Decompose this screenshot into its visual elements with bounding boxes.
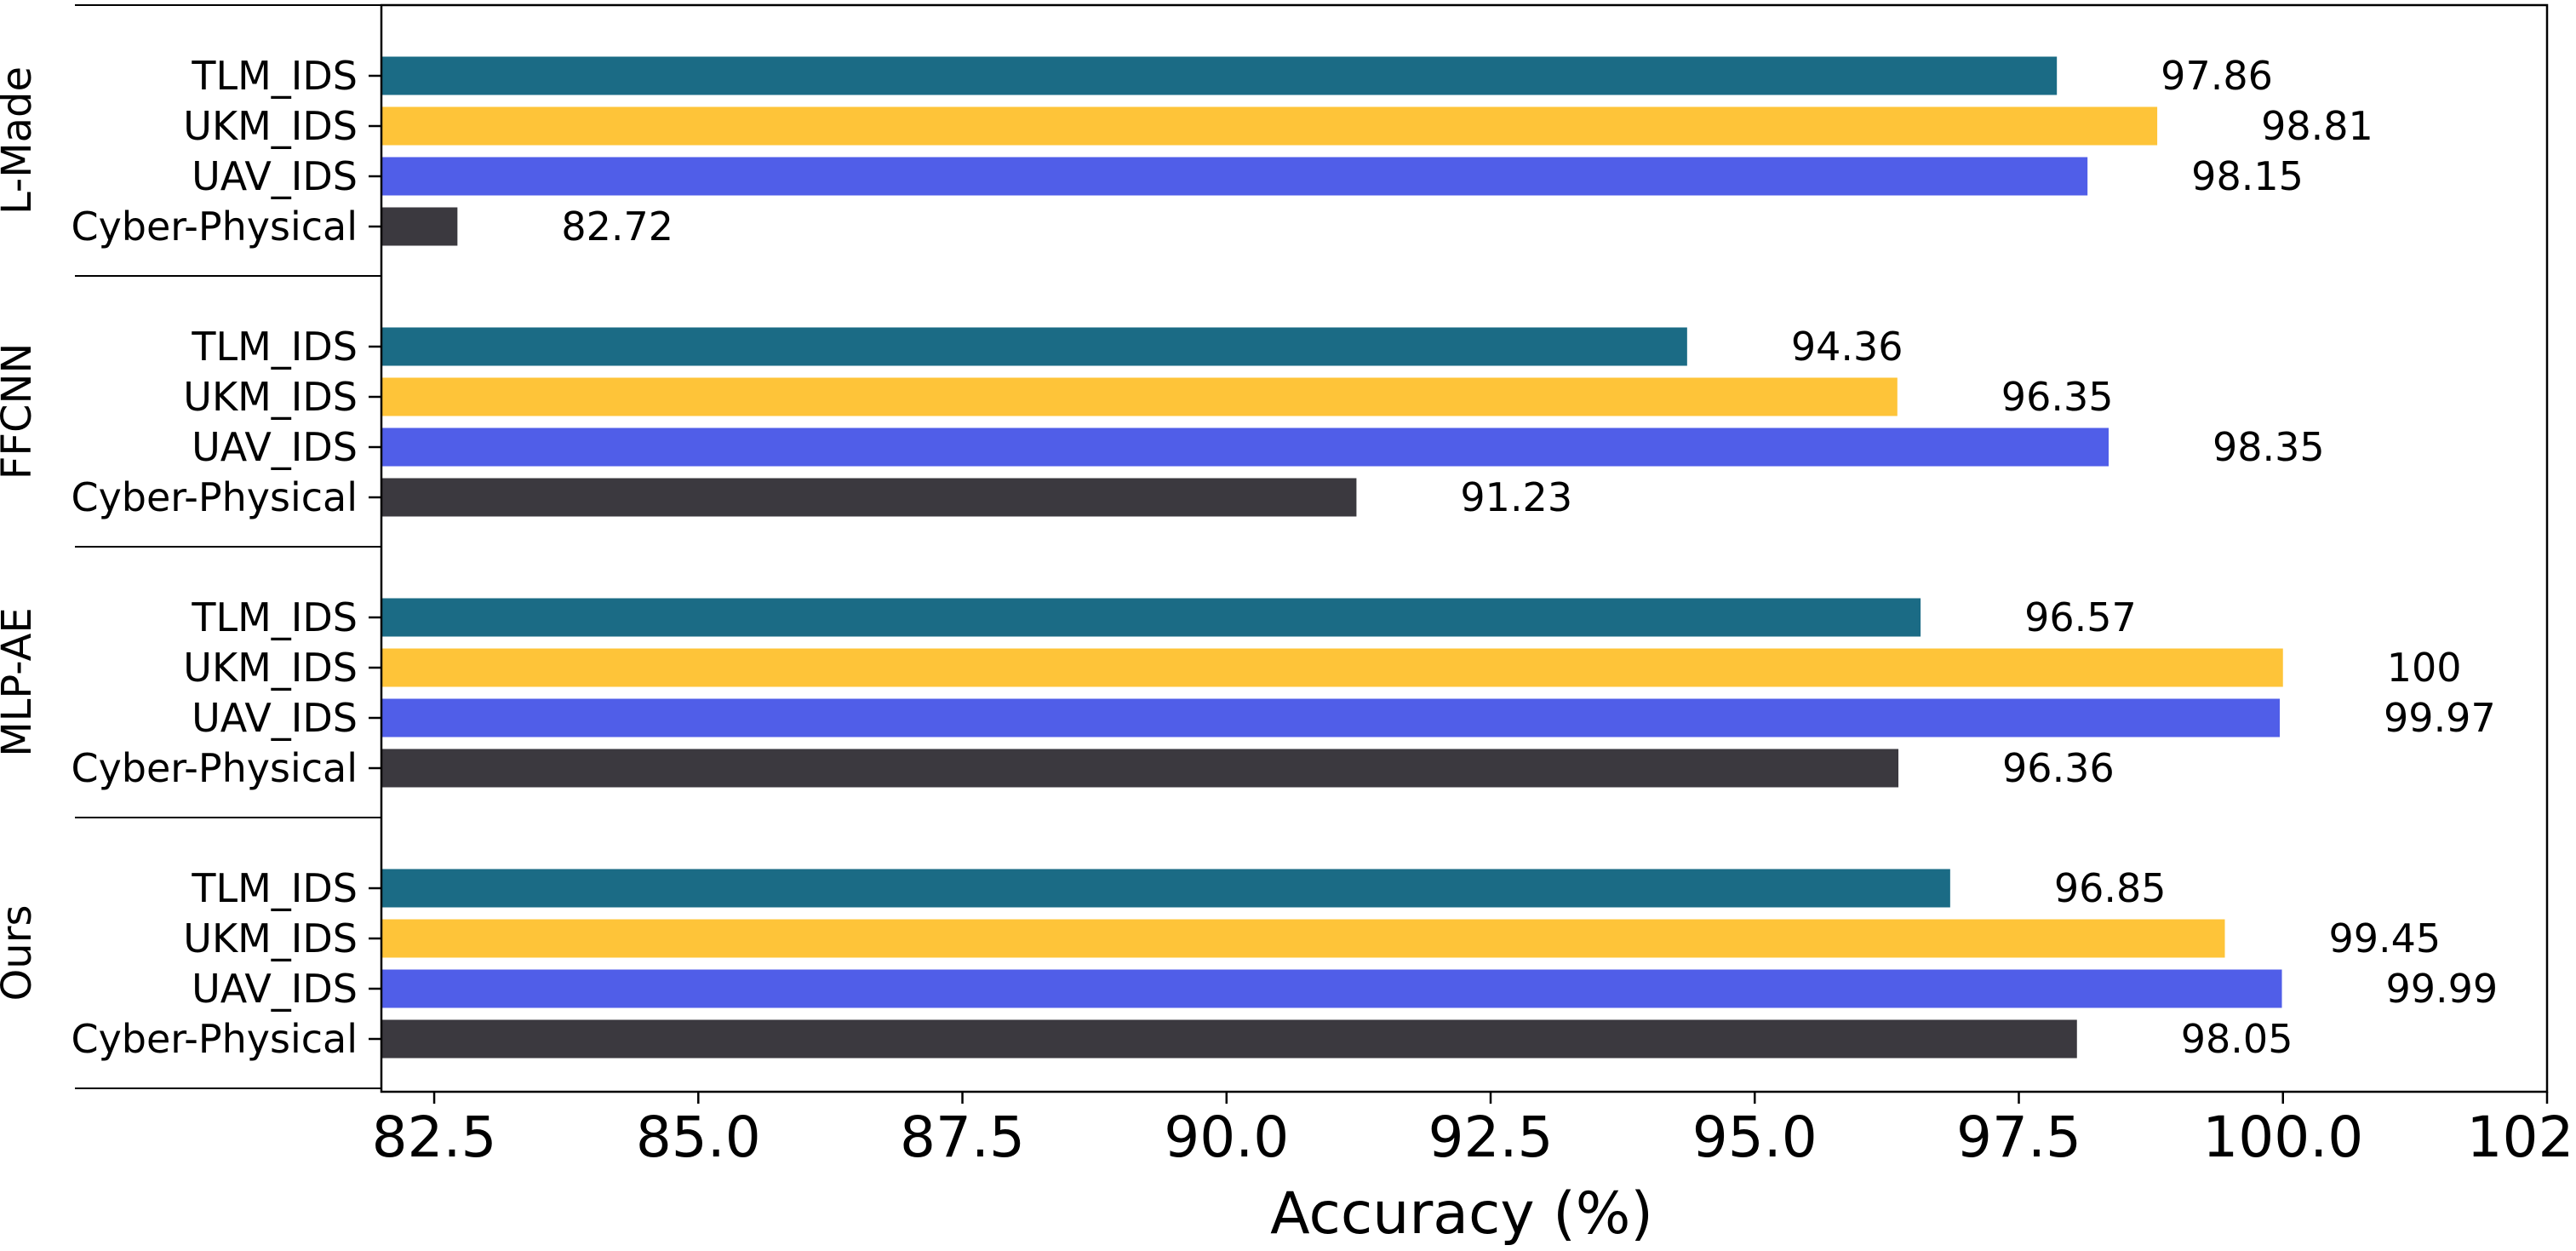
group-label-ours: Ours	[0, 905, 41, 1001]
y-tick-label-l-made-tlm-ids: TLM_IDS	[191, 53, 358, 99]
bar-ffcnn-tlm-ids	[381, 327, 1687, 366]
bar-ffcnn-ukm-ids	[381, 377, 1898, 416]
value-label-ours-tlm-ids: 96.85	[2054, 865, 2167, 911]
value-label-l-made-uav-ids: 98.15	[2191, 153, 2304, 199]
bars-layer	[381, 56, 2283, 1059]
group-label-mlp-ae: MLP-AE	[0, 607, 41, 756]
value-label-mlp-ae-ukm-ids: 100	[2387, 645, 2462, 691]
x-tick-label-102-5: 102.5	[2467, 1105, 2576, 1170]
value-label-mlp-ae-uav-ids: 99.97	[2384, 695, 2496, 741]
bar-ours-uav-ids	[381, 969, 2282, 1008]
x-tick-label-100-0: 100.0	[2202, 1105, 2363, 1170]
value-label-ffcnn-cyber-physical: 91.23	[1460, 474, 1572, 520]
y-tick-label-l-made-cyber-physical: Cyber-Physical	[71, 204, 358, 250]
axes-layer: TLM_IDSUKM_IDSUAV_IDSCyber-PhysicalL-Mad…	[0, 3, 2576, 1170]
x-tick-label-95-0: 95.0	[1692, 1105, 1818, 1170]
y-tick-label-mlp-ae-cyber-physical: Cyber-Physical	[71, 745, 358, 791]
bar-l-made-uav-ids	[381, 157, 2088, 196]
bar-ffcnn-cyber-physical	[381, 478, 1357, 517]
value-label-mlp-ae-tlm-ids: 96.57	[2024, 594, 2137, 640]
group-label-ffcnn: FFCNN	[0, 343, 41, 480]
bar-l-made-ukm-ids	[381, 106, 2158, 146]
y-tick-label-l-made-ukm-ids: UKM_IDS	[183, 103, 358, 149]
value-label-mlp-ae-cyber-physical: 96.36	[2002, 745, 2115, 791]
value-label-l-made-cyber-physical: 82.72	[561, 204, 673, 250]
x-axis-title: Accuracy (%)	[1270, 1180, 1653, 1247]
value-label-l-made-tlm-ids: 97.86	[2161, 53, 2273, 99]
value-label-ours-uav-ids: 99.99	[2386, 966, 2499, 1012]
x-tick-label-87-5: 87.5	[900, 1105, 1025, 1170]
x-tick-label-90-0: 90.0	[1164, 1105, 1289, 1170]
y-tick-label-ffcnn-tlm-ids: TLM_IDS	[191, 324, 358, 370]
bar-l-made-tlm-ids	[381, 56, 2058, 95]
group-label-l-made: L-Made	[0, 66, 41, 215]
y-tick-label-ours-tlm-ids: TLM_IDS	[191, 865, 358, 911]
bar-l-made-cyber-physical	[381, 207, 458, 246]
y-tick-label-ffcnn-cyber-physical: Cyber-Physical	[71, 474, 358, 520]
value-label-ffcnn-uav-ids: 98.35	[2212, 424, 2325, 470]
value-label-ours-ukm-ids: 99.45	[2329, 915, 2441, 961]
x-tick-label-92-5: 92.5	[1428, 1105, 1554, 1170]
value-label-ours-cyber-physical: 98.05	[2181, 1016, 2293, 1062]
x-tick-label-82-5: 82.5	[372, 1105, 497, 1170]
bar-ours-cyber-physical	[381, 1019, 2077, 1059]
y-tick-label-ffcnn-uav-ids: UAV_IDS	[192, 424, 358, 470]
x-tick-label-85-0: 85.0	[636, 1105, 761, 1170]
y-tick-label-ours-cyber-physical: Cyber-Physical	[71, 1016, 358, 1062]
bar-mlp-ae-ukm-ids	[381, 648, 2283, 687]
y-tick-label-mlp-ae-ukm-ids: UKM_IDS	[183, 645, 358, 691]
value-label-l-made-ukm-ids: 98.81	[2261, 103, 2373, 149]
bar-mlp-ae-cyber-physical	[381, 749, 1899, 788]
bar-ffcnn-uav-ids	[381, 428, 2109, 467]
y-tick-label-ours-ukm-ids: UKM_IDS	[183, 915, 358, 961]
x-tick-label-97-5: 97.5	[1956, 1105, 2081, 1170]
bar-ours-tlm-ids	[381, 869, 1950, 908]
value-label-ffcnn-tlm-ids: 94.36	[1791, 324, 1903, 370]
y-tick-label-ffcnn-ukm-ids: UKM_IDS	[183, 374, 358, 420]
y-tick-label-mlp-ae-uav-ids: UAV_IDS	[192, 695, 358, 741]
y-tick-label-mlp-ae-tlm-ids: TLM_IDS	[191, 594, 358, 640]
y-tick-label-l-made-uav-ids: UAV_IDS	[192, 153, 358, 199]
bar-ours-ukm-ids	[381, 919, 2225, 958]
y-tick-label-ours-uav-ids: UAV_IDS	[192, 966, 358, 1012]
bar-mlp-ae-tlm-ids	[381, 598, 1921, 637]
value-label-ffcnn-ukm-ids: 96.35	[2001, 374, 2114, 420]
bar-mlp-ae-uav-ids	[381, 698, 2281, 737]
plot-frame	[380, 3, 2549, 1093]
